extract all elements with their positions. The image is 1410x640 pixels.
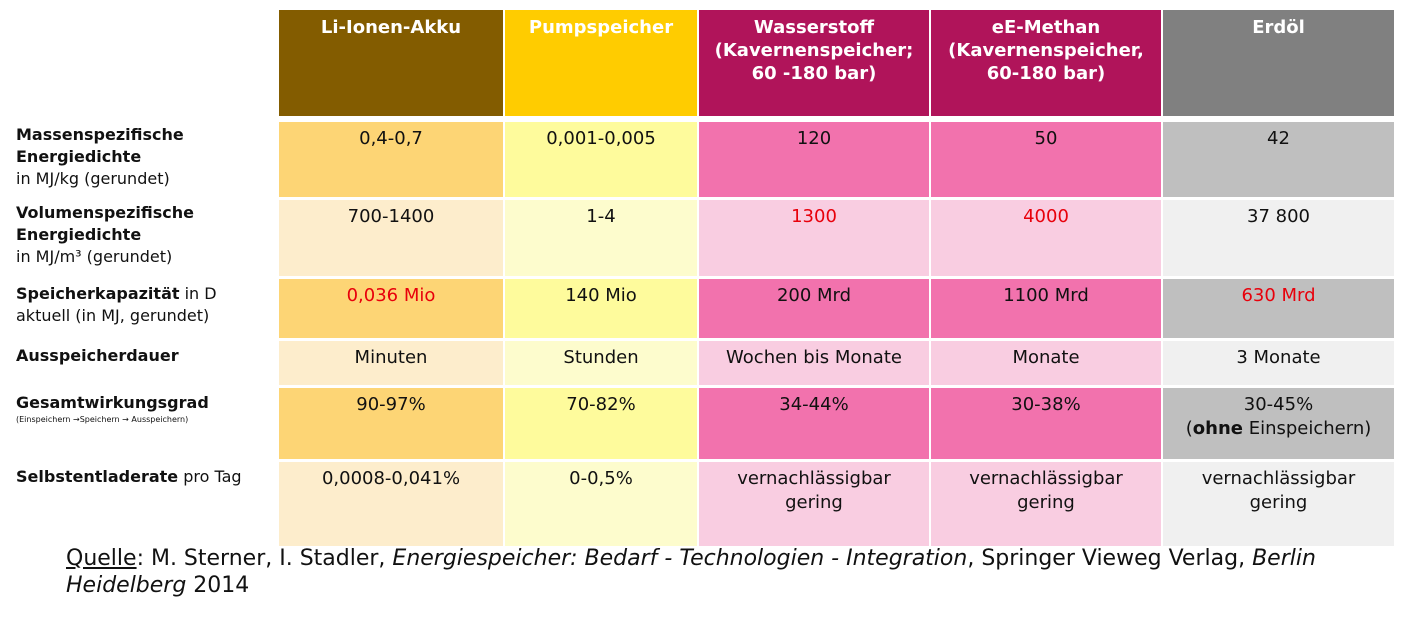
table-cell: 90-97% (279, 388, 503, 459)
cell-value: 0,036 Mio (346, 285, 436, 306)
table-cell: 70-82% (505, 388, 697, 459)
table-cell: 0,001-0,005 (505, 122, 697, 197)
row-label-text: in MJ/m³ (gerundet) (16, 247, 173, 266)
row-label-bold: Selbstentladerate (16, 467, 179, 486)
table-cell: Stunden (505, 341, 697, 385)
row-label-bold: Speicherkapazität (16, 284, 180, 303)
cell-value: 42 (1267, 128, 1290, 149)
row-label-note: (Einspeichern →Speichern → Ausspeichern) (16, 415, 189, 424)
row-label-bold: Massenspezifische Energiedichte (16, 125, 184, 166)
cell-value: 630 Mrd (1241, 285, 1316, 306)
column-header: Wasserstoff (Kavernenspeicher; 60 -180 b… (699, 10, 929, 116)
row-label: Selbstentladerate pro Tag (16, 466, 278, 488)
cell-value: vernachlässigbar gering (1201, 468, 1356, 513)
row-label-text: in MJ/kg (gerundet) (16, 169, 170, 188)
table-cell: Wochen bis Monate (699, 341, 929, 385)
table-cell: Minuten (279, 341, 503, 385)
row-label: Volumenspezifische Energiedichte in MJ/m… (16, 202, 278, 268)
cell-value: 1-4 (586, 206, 616, 227)
table-cell: vernachlässigbar gering (1163, 462, 1394, 546)
source-place: Berlin Heidelberg (66, 546, 1316, 598)
table-cell: 30-38% (931, 388, 1161, 459)
cell-value: 37 800 (1247, 206, 1310, 227)
table-cell: 4000 (931, 200, 1161, 276)
cell-note-rest: Einspeichern) (1242, 418, 1372, 439)
table-cell: Monate (931, 341, 1161, 385)
table-cell: 3 Monate (1163, 341, 1394, 385)
cell-value: 0,4-0,7 (359, 128, 423, 149)
row-label-text: in D aktuell (in MJ, gerundet) (16, 284, 217, 325)
cell-value: 1100 Mrd (1003, 285, 1089, 306)
row-label: Gesamtwirkungsgrad (Einspeichern →Speiche… (16, 392, 278, 425)
table-cell: vernachlässigbar gering (931, 462, 1161, 546)
cell-value: 200 Mrd (776, 285, 852, 306)
table-cell: 630 Mrd (1163, 279, 1394, 338)
table-cell: 1-4 (505, 200, 697, 276)
cell-value: 1300 (791, 206, 837, 227)
cell-value: 70-82% (566, 394, 636, 415)
row-label-bold: Volumenspezifische Energiedichte (16, 203, 195, 244)
cell-value: 0-0,5% (569, 468, 633, 489)
table-cell: 0,0008-0,041% (279, 462, 503, 546)
cell-value: Monate (1012, 347, 1080, 368)
cell-value: 140 Mio (565, 285, 637, 306)
cell-note-bold: ohne (1192, 418, 1243, 439)
source-year: 2014 (186, 573, 250, 598)
column-header: eE-Methan (Kavernenspeicher, 60-180 bar) (931, 10, 1161, 116)
column-header: Pumpspeicher (505, 10, 697, 116)
table-cell: 0,4-0,7 (279, 122, 503, 197)
cell-value: 0,001-0,005 (546, 128, 656, 149)
row-label: Massenspezifische Energiedichte in MJ/kg… (16, 124, 278, 190)
source-title: Energiespeicher: Bedarf - Technologien -… (392, 546, 968, 571)
row-label: Speicherkapazität in D aktuell (in MJ, g… (16, 283, 278, 327)
table-cell: 37 800 (1163, 200, 1394, 276)
source-citation: Quelle: M. Sterner, I. Stadler, Energies… (66, 545, 1396, 599)
cell-value: 50 (1034, 128, 1058, 149)
cell-value: 3 Monate (1236, 347, 1321, 368)
cell-value: 30-45% (1243, 394, 1314, 415)
cell-value: 4000 (1023, 206, 1069, 227)
table-cell: 200 Mrd (699, 279, 929, 338)
cell-value: 30-38% (1011, 394, 1081, 415)
cell-value: vernachlässigbar gering (969, 468, 1123, 513)
cell-value: 90-97% (356, 394, 426, 415)
row-label-bold: Gesamtwirkungsgrad (16, 393, 209, 412)
table-cell: 34-44% (699, 388, 929, 459)
table-cell: 50 (931, 122, 1161, 197)
table-cell: 0,036 Mio (279, 279, 503, 338)
row-label-bold: Ausspeicherdauer (16, 346, 179, 365)
source-prefix: Quelle (66, 546, 137, 571)
cell-value: 34-44% (779, 394, 849, 415)
cell-value: 0,0008-0,041% (321, 468, 461, 489)
table-cell: 42 (1163, 122, 1394, 197)
cell-value: 120 (796, 128, 832, 149)
row-label-text: pro Tag (178, 467, 242, 486)
column-header: Erdöl (1163, 10, 1394, 116)
source-publisher: , Springer Vieweg Verlag, (967, 546, 1253, 571)
cell-value: Stunden (563, 347, 639, 368)
table-cell: 140 Mio (505, 279, 697, 338)
cell-value: Minuten (354, 347, 428, 368)
table-cell: 700-1400 (279, 200, 503, 276)
table-cell: 120 (699, 122, 929, 197)
table-cell: vernachlässigbar gering (699, 462, 929, 546)
row-label: Ausspeicherdauer (16, 345, 278, 367)
table-cell: 1100 Mrd (931, 279, 1161, 338)
table-cell: 0-0,5% (505, 462, 697, 546)
cell-value: Wochen bis Monate (726, 347, 902, 368)
column-header: Li-Ionen-Akku (279, 10, 503, 116)
table-cell: 1300 (699, 200, 929, 276)
cell-value: vernachlässigbar gering (737, 468, 891, 513)
cell-value: 700-1400 (347, 206, 435, 227)
table-cell: 30-45% (ohne Einspeichern) (1163, 388, 1394, 459)
source-authors: : M. Sterner, I. Stadler, (136, 546, 393, 571)
cell-note-open: ( (1185, 418, 1193, 439)
